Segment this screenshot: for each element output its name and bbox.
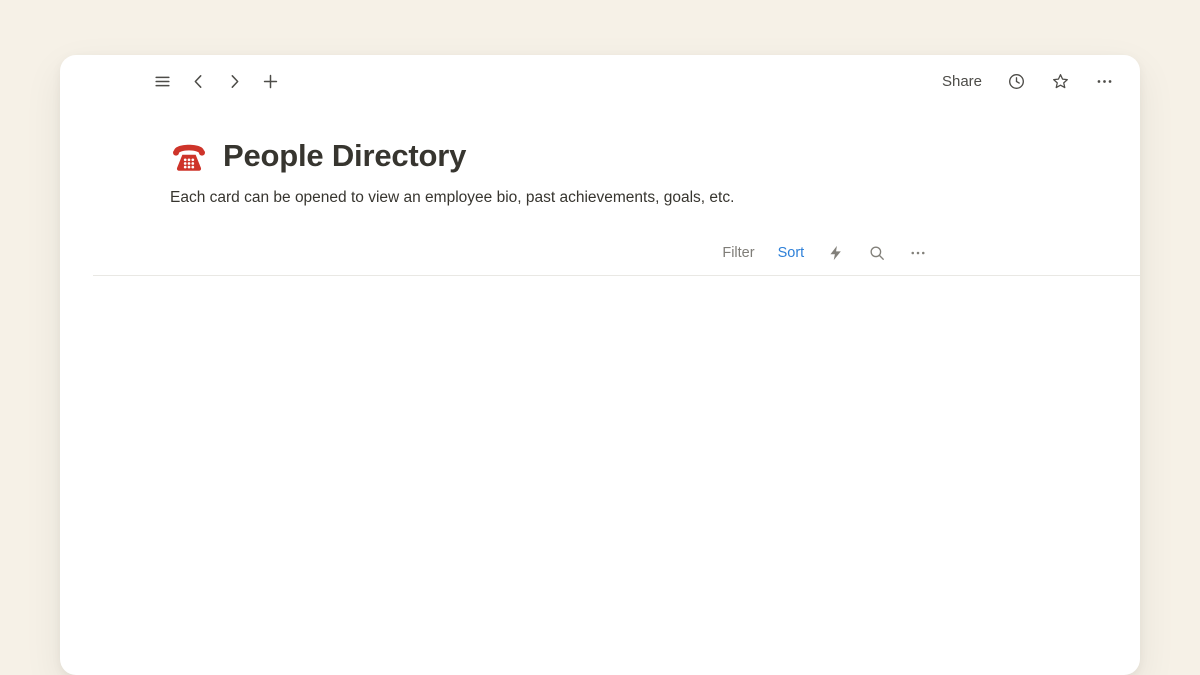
view-more-icon[interactable] bbox=[909, 244, 927, 262]
page-description: Each card can be opened to view an emplo… bbox=[170, 189, 735, 206]
app-window: Share People Directory Each card can be … bbox=[60, 55, 1140, 675]
topbar-actions: Share bbox=[942, 72, 1114, 91]
red-phone-icon bbox=[170, 137, 208, 175]
new-dropdown-button[interactable] bbox=[1006, 236, 1035, 270]
close-window-button[interactable] bbox=[78, 75, 91, 88]
window-topbar: Share bbox=[60, 55, 1140, 107]
menu-icon[interactable] bbox=[153, 72, 172, 91]
sort-button[interactable]: Sort bbox=[777, 245, 805, 261]
table-header-row bbox=[93, 276, 1140, 307]
share-button[interactable]: Share bbox=[941, 72, 982, 90]
minimize-window-button[interactable] bbox=[99, 75, 112, 88]
people-table bbox=[93, 276, 1140, 307]
new-page-icon[interactable] bbox=[261, 72, 280, 91]
view-bar: Filter Sort New bbox=[93, 231, 1140, 276]
new-button-label[interactable]: New bbox=[963, 245, 993, 261]
page-header: People Directory Each card can be opened… bbox=[60, 107, 1140, 207]
more-options-icon[interactable] bbox=[1095, 72, 1114, 91]
view-controls: Filter Sort New bbox=[722, 231, 1140, 275]
chevron-down-icon bbox=[1014, 244, 1028, 263]
favorite-star-icon[interactable] bbox=[1051, 72, 1070, 91]
history-icon[interactable] bbox=[1007, 72, 1026, 91]
topbar-nav bbox=[153, 72, 280, 91]
new-button[interactable]: New bbox=[950, 236, 1035, 270]
window-controls bbox=[78, 75, 133, 88]
search-icon[interactable] bbox=[868, 244, 886, 262]
filter-button[interactable]: Filter bbox=[722, 245, 755, 261]
forward-icon[interactable] bbox=[225, 72, 244, 91]
page-title: People Directory bbox=[223, 138, 467, 173]
automations-icon[interactable] bbox=[827, 244, 845, 262]
zoom-window-button[interactable] bbox=[120, 75, 133, 88]
back-icon[interactable] bbox=[189, 72, 208, 91]
